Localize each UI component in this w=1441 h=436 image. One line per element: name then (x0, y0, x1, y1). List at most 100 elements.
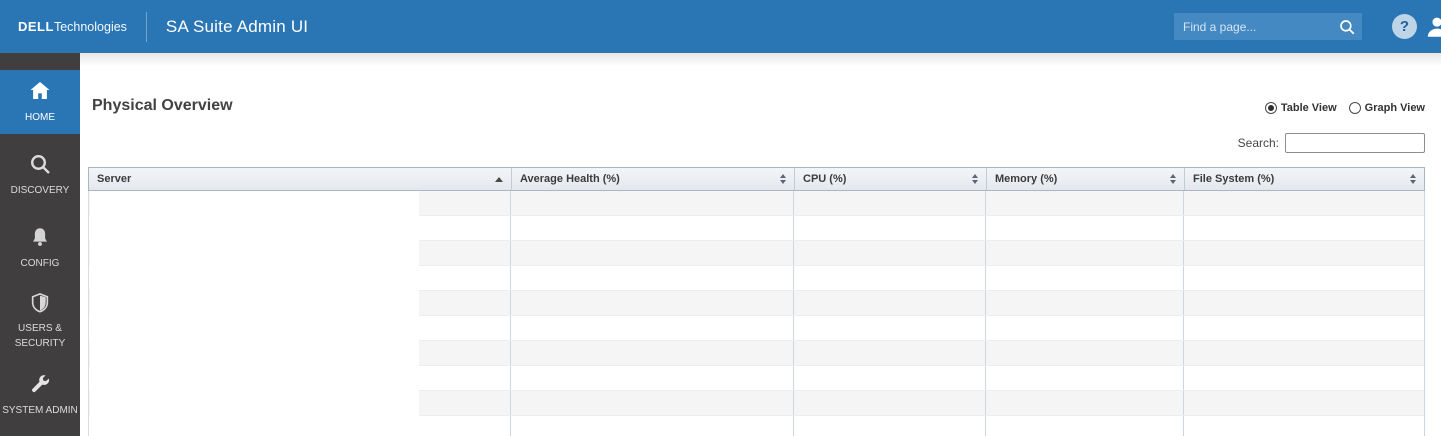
page-title: Physical Overview (92, 97, 233, 114)
table-cell (510, 416, 793, 436)
table-cell (510, 191, 793, 215)
table-cell (1183, 291, 1424, 315)
table-cell (510, 241, 793, 265)
table-cell (793, 291, 985, 315)
shield-icon (28, 292, 52, 314)
search-icon[interactable] (1338, 15, 1356, 39)
table-view-label: Table View (1280, 102, 1337, 114)
column-header-server[interactable]: Server (89, 168, 511, 190)
sidebar-item-home[interactable]: HOME (0, 70, 80, 134)
wrench-icon (28, 372, 52, 396)
find-page-search-box[interactable] (1174, 13, 1362, 40)
sort-icon[interactable] (780, 174, 786, 184)
table-row[interactable] (89, 266, 1424, 291)
sidebar-item-discovery[interactable]: DISCOVERY (0, 143, 80, 207)
table-cell (1183, 241, 1424, 265)
table-cell (793, 266, 985, 290)
table-row[interactable] (89, 366, 1424, 391)
table-cell (793, 416, 985, 436)
table-body (88, 191, 1425, 436)
table-cell (793, 216, 985, 240)
sort-icon[interactable] (1410, 174, 1416, 184)
view-toggle: Table View Graph View (1264, 102, 1425, 114)
loading-overlay (90, 191, 419, 436)
app-title: SA Suite Admin UI (165, 16, 309, 36)
table-view-radio[interactable]: Table View (1264, 102, 1337, 114)
table-cell (793, 191, 985, 215)
table-cell (1183, 191, 1424, 215)
graph-view-label: Graph View (1364, 102, 1425, 114)
table-cell (985, 266, 1183, 290)
user-icon[interactable] (1424, 14, 1441, 45)
table-cell (1183, 316, 1424, 340)
sort-icon[interactable] (972, 174, 978, 184)
table-cell (510, 341, 793, 365)
brand-text: DELL (18, 19, 54, 34)
sort-icon[interactable] (1170, 174, 1176, 184)
table-cell (1183, 216, 1424, 240)
find-page-input[interactable] (1183, 19, 1338, 34)
column-label: Memory (%) (995, 173, 1058, 185)
help-glyph: ? (1399, 18, 1410, 35)
sidebar-item-users-security[interactable]: USERS & SECURITY (0, 289, 80, 354)
table-cell (985, 241, 1183, 265)
radio-selected-icon[interactable] (1264, 102, 1277, 114)
table-cell (1183, 391, 1424, 415)
header-divider (145, 11, 147, 42)
table-cell (985, 366, 1183, 390)
table-cell (1183, 266, 1424, 290)
table-row[interactable] (89, 216, 1424, 241)
table-search-row: Search: (1238, 133, 1425, 153)
table-cell (510, 291, 793, 315)
table-cell (985, 291, 1183, 315)
help-icon[interactable]: ? (1392, 14, 1417, 39)
dell-technologies-logo[interactable]: DELL Technologies (18, 19, 127, 34)
table-cell (985, 416, 1183, 436)
radio-unselected-icon[interactable] (1348, 102, 1361, 114)
table-cell (793, 341, 985, 365)
table-cell (510, 316, 793, 340)
sidebar-item-system-admin[interactable]: SYSTEM ADMIN (0, 363, 80, 427)
graph-view-radio[interactable]: Graph View (1348, 102, 1425, 114)
sidebar-item-label: USERS & SECURITY (14, 323, 66, 349)
magnifier-icon (28, 152, 52, 176)
table-cell (793, 316, 985, 340)
sidebar-item-config[interactable]: CONFIG (0, 216, 80, 280)
sidebar-item-label: DISCOVERY (10, 185, 70, 196)
column-header-file-system[interactable]: File System (%) (1184, 168, 1424, 190)
column-header-cpu[interactable]: CPU (%) (794, 168, 986, 190)
table-cell (510, 391, 793, 415)
sidebar-item-label: CONFIG (20, 258, 60, 269)
home-icon (28, 79, 52, 103)
table-header-row: Server Average Health (%) CPU (%) Memory… (88, 167, 1425, 191)
table-cell (793, 241, 985, 265)
search-label: Search: (1237, 136, 1279, 150)
column-label: Server (97, 173, 132, 185)
column-label: Average Health (%) (520, 173, 620, 185)
main-content: Physical Overview Table View Graph View … (80, 53, 1441, 436)
sort-ascending-icon[interactable] (495, 176, 503, 182)
table-row[interactable] (89, 316, 1424, 341)
table-cell (985, 391, 1183, 415)
table-cell (793, 391, 985, 415)
table-cell (793, 366, 985, 390)
servers-table: Server Average Health (%) CPU (%) Memory… (88, 167, 1425, 436)
column-label: File System (%) (1193, 173, 1275, 185)
column-header-average-health[interactable]: Average Health (%) (511, 168, 794, 190)
table-cell (510, 366, 793, 390)
brand-suffix-text: Technologies (53, 20, 127, 34)
table-cell (510, 216, 793, 240)
table-cell (985, 341, 1183, 365)
table-cell (1183, 341, 1424, 365)
column-header-memory[interactable]: Memory (%) (986, 168, 1184, 190)
table-row[interactable] (89, 416, 1424, 436)
table-cell (985, 316, 1183, 340)
table-cell (985, 191, 1183, 215)
bell-icon (28, 225, 52, 249)
table-cell (1183, 366, 1424, 390)
sidebar-item-label: HOME (25, 112, 55, 123)
table-search-input[interactable] (1285, 133, 1425, 153)
table-cell (985, 216, 1183, 240)
